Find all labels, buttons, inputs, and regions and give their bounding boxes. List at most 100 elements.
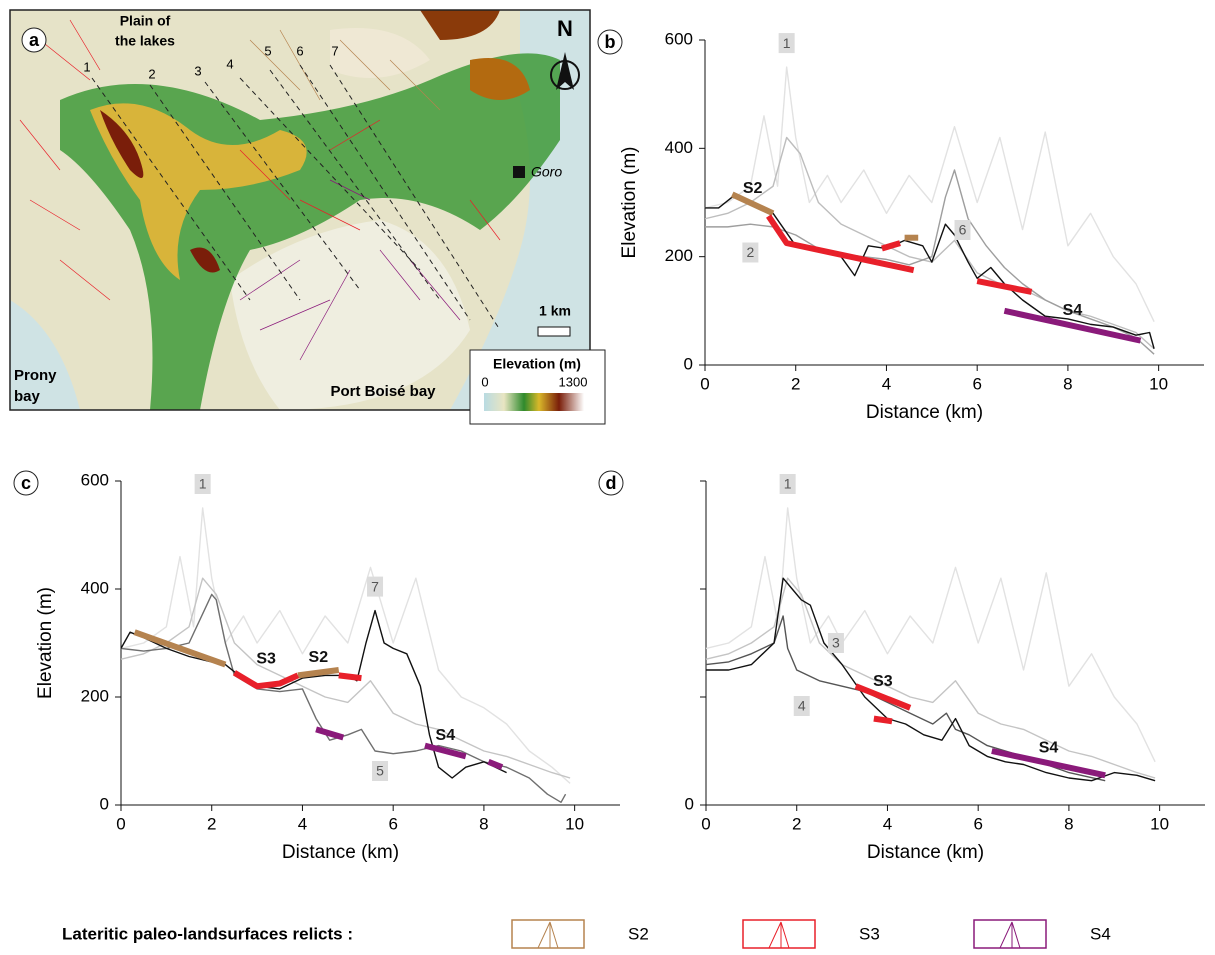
map-label: the lakes — [115, 33, 175, 49]
x-tick-label: 0 — [116, 814, 125, 833]
profile-line — [121, 508, 570, 783]
north-label: N — [557, 16, 573, 41]
profile-number: 3 — [194, 63, 201, 78]
panel-letter: c — [21, 473, 31, 493]
relict-segment — [316, 729, 343, 737]
profile-label: 2 — [746, 244, 754, 260]
panel-letter: b — [605, 32, 616, 52]
x-tick-label: 10 — [1150, 814, 1169, 833]
relict-label: S2 — [309, 649, 329, 666]
legend-label: S4 — [1090, 924, 1111, 943]
profile-label: 7 — [371, 578, 379, 594]
legend-swatch-lines — [538, 922, 558, 948]
legend-swatch — [512, 920, 584, 948]
y-tick-label: 200 — [81, 686, 109, 705]
scale-bar — [538, 327, 570, 336]
x-tick-label: 4 — [298, 814, 307, 833]
page: a Plain of the lakes 1 2 3 4 5 6 7 N Gor… — [0, 0, 1215, 955]
colorbar — [484, 393, 584, 411]
x-tick-label: 6 — [973, 814, 982, 833]
x-tick-label: 10 — [565, 814, 584, 833]
relict-segment — [882, 243, 900, 248]
legend-label: S2 — [628, 924, 649, 943]
profile-line — [706, 578, 1155, 778]
y-tick-label: 600 — [81, 470, 109, 489]
bay-label: Port Boisé bay — [330, 383, 436, 400]
legend-swatch — [743, 920, 815, 948]
x-tick-label: 6 — [972, 374, 981, 393]
x-tick-label: 4 — [882, 374, 891, 393]
x-tick-label: 2 — [791, 374, 800, 393]
legend-swatch-lines — [769, 922, 789, 948]
profile-label: 1 — [783, 35, 791, 51]
legend: Lateritic paleo-landsurfaces relicts : S… — [62, 920, 1111, 948]
town-label: Goro — [531, 164, 562, 180]
bay-label: Prony — [14, 367, 57, 384]
y-tick-label: 0 — [100, 794, 109, 813]
y-tick-label: 400 — [665, 138, 693, 157]
panel-letter: d — [606, 473, 617, 493]
relict-label: S4 — [1063, 302, 1083, 319]
x-tick-label: 2 — [207, 814, 216, 833]
y-tick-label: 0 — [684, 354, 693, 373]
profile-number: 7 — [331, 43, 338, 58]
colorbar-label: 1300 — [559, 374, 588, 389]
y-axis-title: Elevation (m) — [619, 147, 640, 259]
y-tick-label: 400 — [81, 578, 109, 597]
relict-segment — [339, 675, 362, 678]
y-tick-label: 600 — [665, 29, 693, 48]
figure: a Plain of the lakes 1 2 3 4 5 6 7 N Gor… — [0, 0, 1215, 950]
profile-number: 5 — [264, 43, 271, 58]
profile-number: 2 — [148, 66, 155, 81]
relict-segment — [732, 194, 773, 213]
legend-swatch — [974, 920, 1046, 948]
profile-line — [705, 67, 1154, 322]
x-axis-title: Distance (km) — [282, 842, 399, 863]
x-tick-label: 10 — [1149, 374, 1168, 393]
x-tick-label: 0 — [700, 374, 709, 393]
bay-label: bay — [14, 388, 41, 405]
relict-label: S3 — [256, 650, 276, 667]
x-tick-label: 4 — [883, 814, 892, 833]
panel-letter: a — [29, 30, 40, 50]
profile-label: 3 — [832, 635, 840, 651]
profile-label: 6 — [959, 222, 967, 238]
relict-label: S2 — [743, 180, 763, 197]
relict-label: S4 — [436, 727, 456, 744]
colorbar-title: Elevation (m) — [493, 356, 581, 372]
colorbar-label: 0 — [481, 374, 488, 389]
profile-line — [706, 508, 1155, 762]
profile-label: 1 — [784, 476, 792, 492]
profile-label: 4 — [798, 698, 806, 714]
x-tick-label: 8 — [1063, 374, 1072, 393]
relict-label: S3 — [873, 673, 893, 690]
y-tick-label: 200 — [665, 246, 693, 265]
y-tick-label: 0 — [685, 794, 694, 813]
x-axis-title: Distance (km) — [866, 402, 983, 423]
x-tick-label: 0 — [701, 814, 710, 833]
legend-swatch-lines — [1000, 922, 1020, 948]
scale-label: 1 km — [539, 303, 571, 319]
profile-number: 1 — [83, 59, 90, 74]
town-marker — [513, 166, 525, 178]
profile-line — [121, 594, 566, 802]
relict-label: S4 — [1039, 739, 1059, 756]
profile-line — [706, 578, 1155, 781]
x-axis-title: Distance (km) — [867, 842, 984, 863]
profile-number: 6 — [296, 43, 303, 58]
x-tick-label: 8 — [479, 814, 488, 833]
legend-label: S3 — [859, 924, 880, 943]
x-tick-label: 6 — [388, 814, 397, 833]
profile-label: 5 — [376, 763, 384, 779]
relict-segment — [298, 670, 339, 675]
relict-segment — [874, 719, 892, 722]
profile-label: 1 — [199, 476, 207, 492]
relict-segment — [488, 762, 502, 767]
x-tick-label: 8 — [1064, 814, 1073, 833]
x-tick-label: 2 — [792, 814, 801, 833]
y-axis-title: Elevation (m) — [35, 587, 56, 699]
relict-segment — [135, 632, 226, 664]
legend-title: Lateritic paleo-landsurfaces relicts : — [62, 924, 353, 943]
map-label: Plain of — [120, 13, 171, 29]
profile-number: 4 — [226, 56, 233, 71]
